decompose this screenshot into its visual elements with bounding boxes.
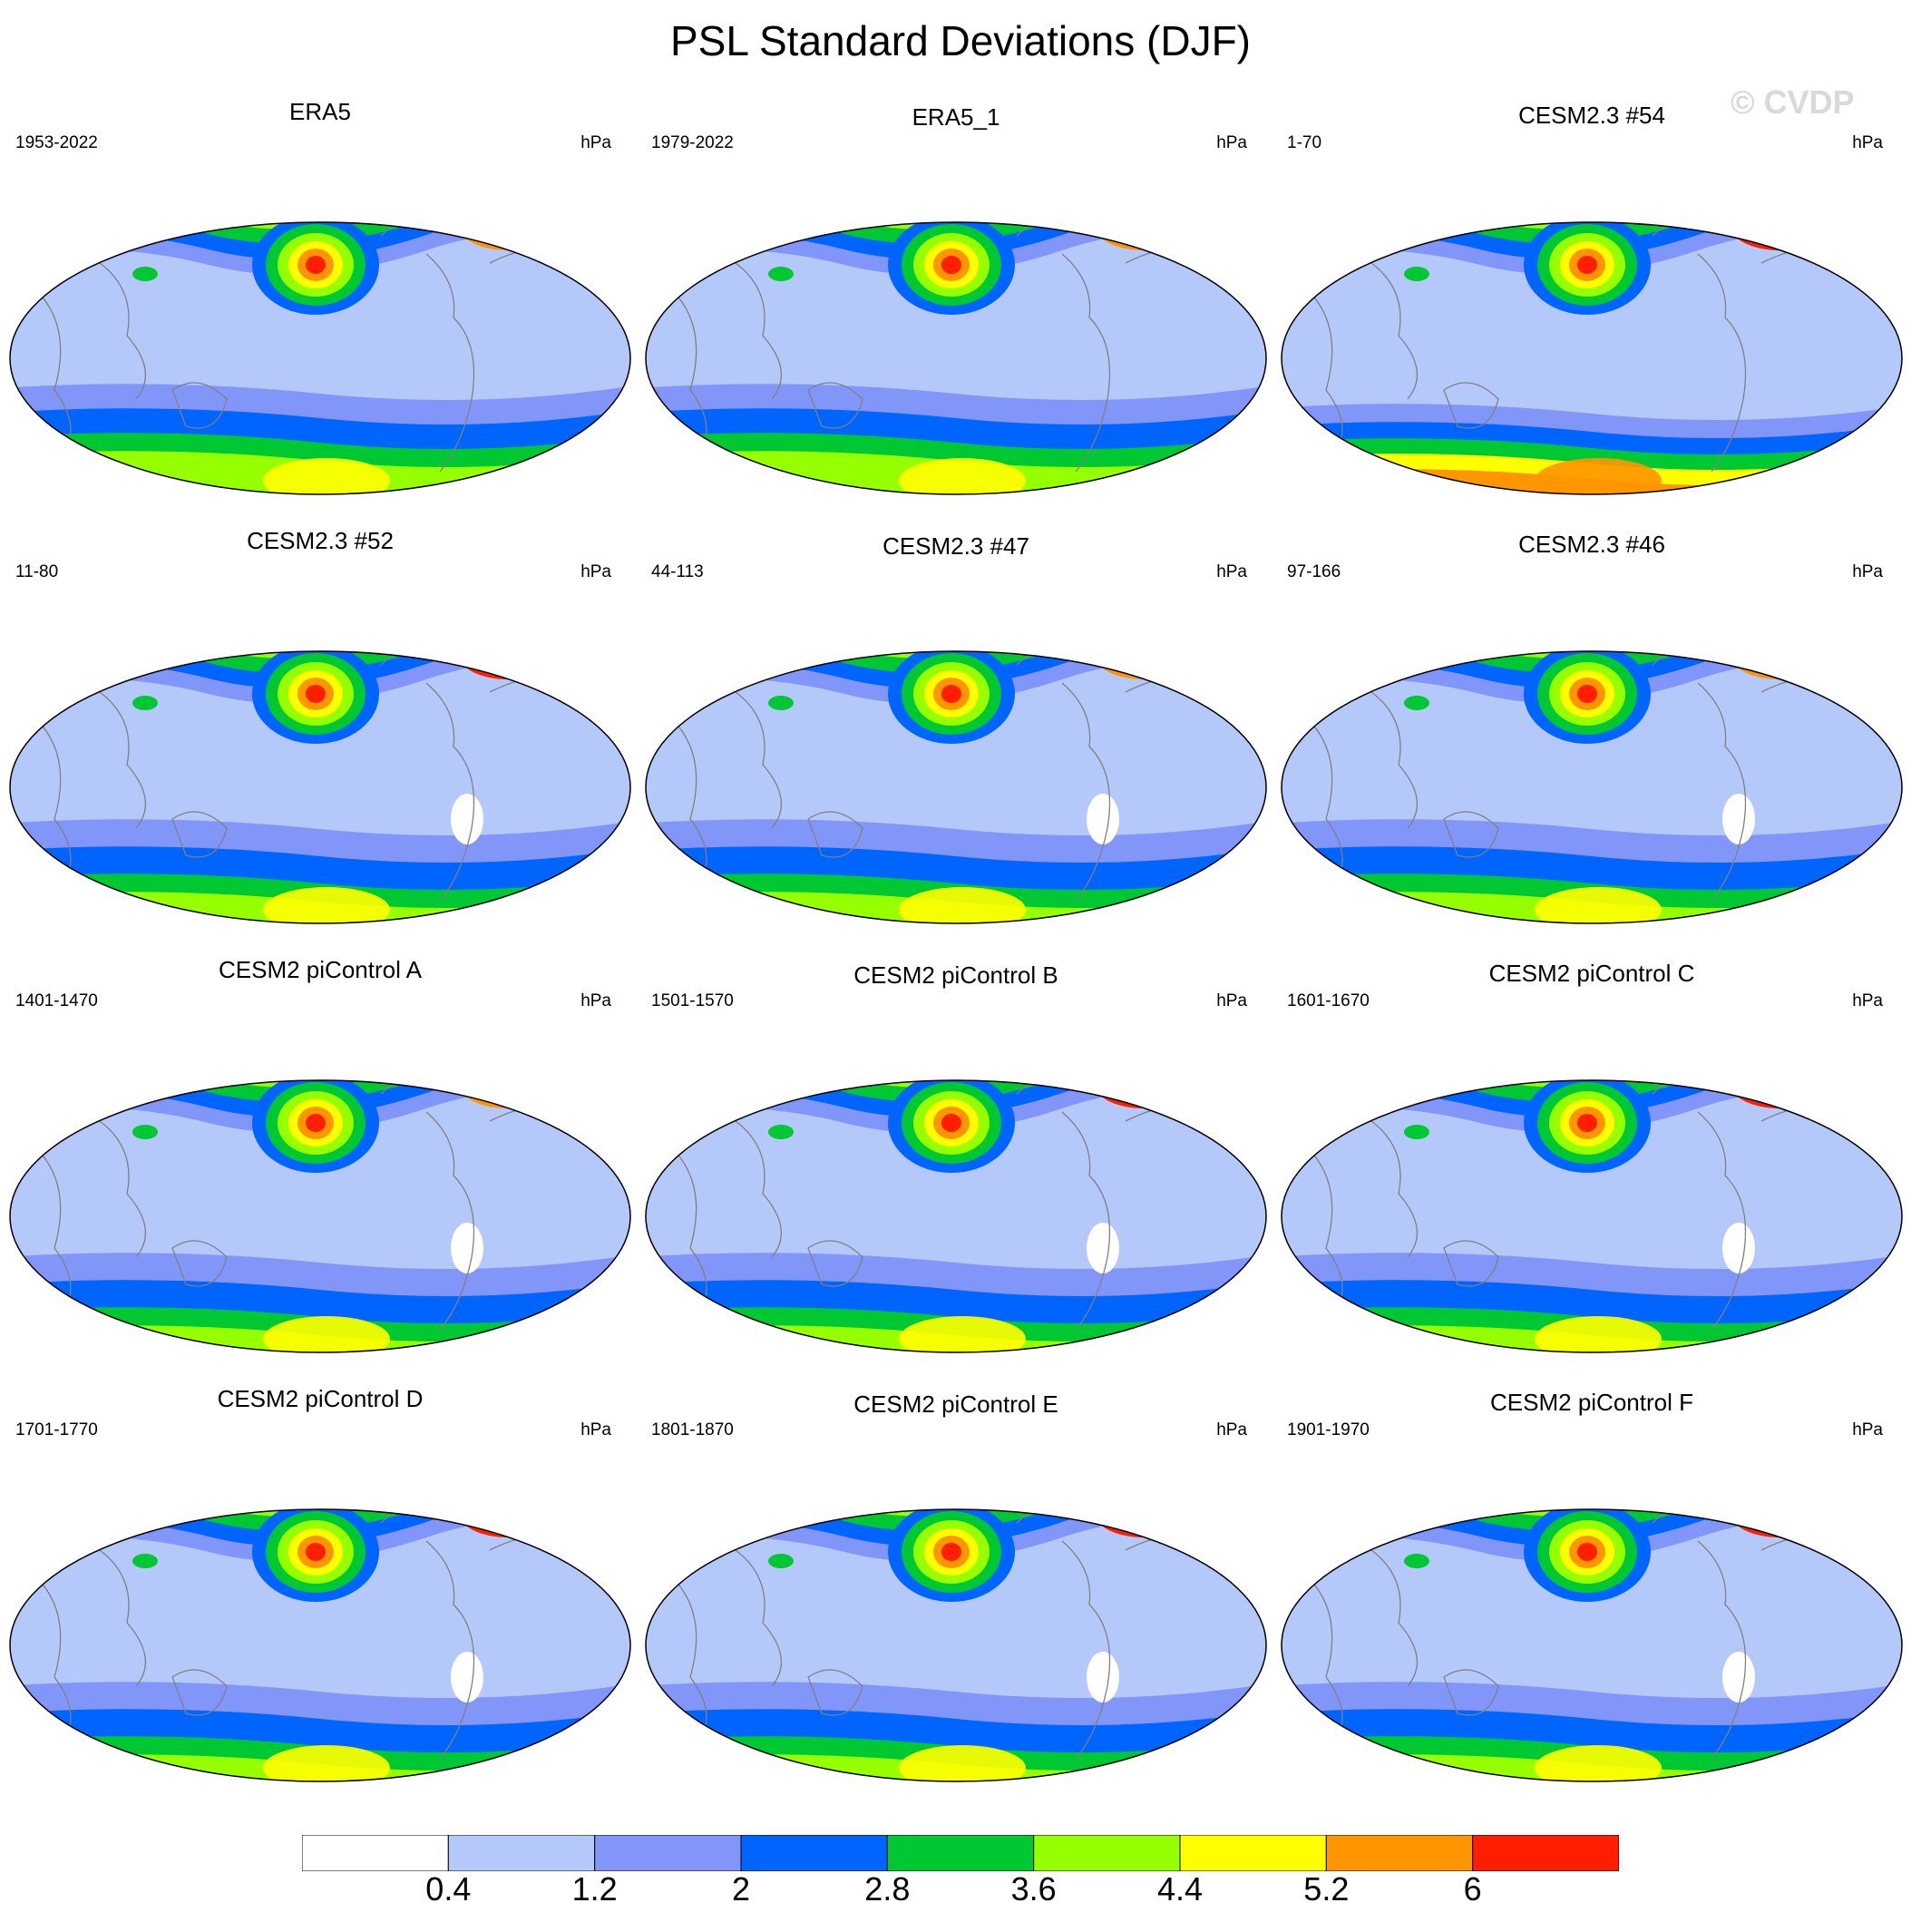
map-panel: CESM2 piControl C 1601-1670 hPa [1272,958,1912,1384]
panel-period: 1953-2022 [15,133,98,152]
panel-period: 97-166 [1287,562,1341,581]
colorbar-swatch [302,1835,449,1871]
panel-title: CESM2 piControl C [1488,960,1695,987]
psl-stddev-map [645,1079,1267,1353]
map-panel: CESM2 piControl F 1901-1970 hPa [1272,1387,1912,1813]
panel-period: 1901-1970 [1287,1420,1370,1439]
panel-units: hPa [1852,991,1883,1010]
map-panel: CESM2.3 #52 11-80 hPa [0,527,640,955]
map-panel: ERA5_1 1979-2022 hPa [636,100,1276,526]
colorbar-tick-label: 2 [731,1870,751,1908]
panel-title: ERA5 [289,98,351,125]
colorbar-swatch [740,1835,888,1871]
psl-stddev-map [1281,1508,1903,1782]
panel-period: 1979-2022 [651,133,734,152]
panel-units: hPa [1216,1420,1247,1439]
panel-units: hPa [1852,562,1883,581]
panel-period: 1801-1870 [651,1420,734,1439]
psl-stddev-map [9,221,631,495]
cvdp-watermark: © CVDP [1731,83,1855,121]
colorbar-swatch [1325,1835,1474,1871]
panel-period: 44-113 [651,562,704,581]
map-panel: CESM2 piControl B 1501-1570 hPa [636,958,1276,1384]
colorbar-tick-label: 6 [1463,1870,1482,1908]
panel-period: 11-80 [15,562,59,581]
map-panel: CESM2 piControl A 1401-1470 hPa [0,956,640,1384]
psl-stddev-map [645,221,1267,495]
colorbar-swatch [1472,1835,1619,1871]
colorbar-tick-label: 5.2 [1303,1870,1350,1908]
psl-stddev-map [9,650,631,924]
map-panel: CESM2.3 #46 97-166 hPa [1272,529,1912,955]
panel-title: CESM2.3 #47 [882,532,1029,560]
panel-title: CESM2 piControl A [219,956,422,983]
panel-period: 1-70 [1287,133,1322,152]
colorbar-tick-label: 3.6 [1010,1870,1057,1908]
colorbar-tick-label: 2.8 [864,1870,911,1908]
panel-title: CESM2.3 #46 [1518,531,1665,558]
colorbar-tick-label: 1.2 [571,1870,618,1908]
psl-stddev-map [645,1508,1267,1782]
map-panel: ERA5 1953-2022 hPa [0,98,640,526]
panel-units: hPa [1216,133,1247,152]
panel-title: CESM2 piControl D [217,1385,424,1412]
panel-title: CESM2.3 #52 [247,527,394,554]
colorbar-swatch [447,1835,596,1871]
colorbar-swatch [1033,1835,1181,1871]
panel-units: hPa [580,133,611,152]
panel-title: CESM2 piControl B [853,961,1058,989]
panel-period: 1601-1670 [1287,991,1370,1010]
psl-stddev-map [9,1508,631,1782]
panel-units: hPa [580,991,611,1010]
psl-stddev-map [1281,1079,1903,1353]
panel-period: 1501-1570 [651,991,734,1010]
panel-title: CESM2.3 #54 [1518,102,1665,129]
panel-period: 1701-1770 [15,1420,98,1439]
map-panel: CESM2 piControl D 1701-1770 hPa [0,1385,640,1813]
panel-units: hPa [1216,562,1247,581]
panel-title: CESM2 piControl E [853,1390,1058,1418]
colorbar-swatch [1179,1835,1327,1871]
colorbar-tick-label: 4.4 [1156,1870,1204,1908]
panel-title: CESM2 piControl F [1490,1389,1693,1416]
map-panel: CESM2.3 #54 1-70 hPa [1272,100,1912,526]
colorbar-tick-label: 0.4 [425,1870,472,1908]
map-panel: CESM2.3 #47 44-113 hPa [636,529,1276,955]
psl-stddev-map [9,1079,631,1353]
colorbar [302,1835,1619,1871]
panel-period: 1401-1470 [15,991,98,1010]
psl-stddev-map [1281,650,1903,924]
panel-title: ERA5_1 [912,103,1000,131]
colorbar-swatch [594,1835,742,1871]
panel-units: hPa [580,562,611,581]
panel-units: hPa [1216,991,1247,1010]
panel-units: hPa [1852,1420,1883,1439]
psl-stddev-map [645,650,1267,924]
panel-units: hPa [580,1420,611,1439]
main-title: PSL Standard Deviations (DJF) [669,17,1251,64]
colorbar-swatch [886,1835,1035,1871]
panel-units: hPa [1852,133,1883,152]
map-panel: CESM2 piControl E 1801-1870 hPa [636,1387,1276,1813]
psl-stddev-map [1281,221,1903,495]
